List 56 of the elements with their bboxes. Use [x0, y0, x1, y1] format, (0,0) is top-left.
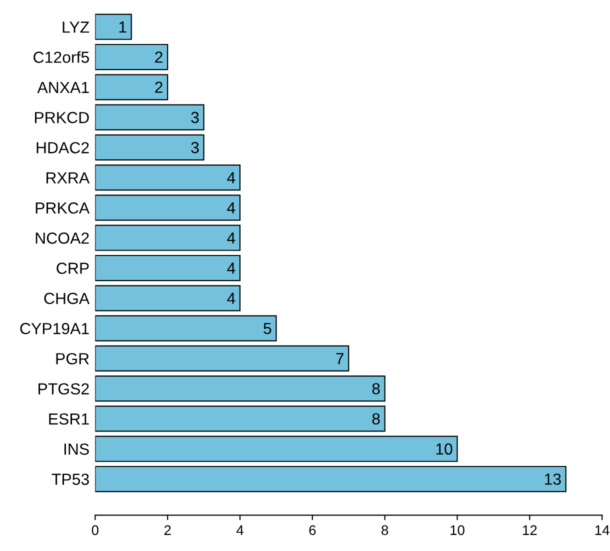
y-tick-label: LYZ [62, 22, 90, 33]
x-tick-label: 2 [164, 525, 171, 535]
data-label: 4 [227, 292, 236, 304]
x-tick-label: 10 [450, 525, 464, 536]
bar [95, 254, 241, 282]
data-label: 8 [372, 413, 380, 425]
data-label: 5 [264, 322, 272, 334]
y-tick-label: NCOA2 [36, 232, 89, 244]
bar [95, 14, 132, 40]
y-tick-label: C12orf5 [34, 51, 89, 63]
data-label: 3 [191, 112, 199, 124]
x-tick-label: 14 [595, 525, 610, 535]
bar [95, 74, 168, 100]
x-tick-label: 8 [382, 525, 388, 536]
y-tick-label: HDAC2 [36, 142, 89, 154]
y-tick-label: TP53 [52, 474, 89, 485]
bar [95, 224, 241, 251]
data-label: 4 [227, 232, 236, 244]
bar [95, 134, 204, 161]
data-label: 7 [336, 353, 344, 364]
y-tick-label: INS [64, 444, 89, 455]
bar [95, 194, 241, 221]
bar [95, 44, 168, 70]
y-tick-label: RXRA [46, 172, 90, 184]
x-tick-label: 12 [522, 525, 537, 535]
bar [95, 315, 277, 342]
y-tick-label: CRP [56, 262, 89, 274]
data-label: 2 [155, 82, 162, 93]
y-tick-label: PRKCA [36, 202, 90, 214]
bar [95, 466, 566, 492]
x-tick-label: 6 [309, 525, 316, 536]
bar [95, 104, 204, 130]
y-tick-label: ANXA1 [37, 82, 89, 93]
data-label: 4 [227, 202, 236, 214]
data-label: 2 [155, 51, 162, 63]
bar [95, 376, 386, 402]
y-tick-label: CHGA [44, 292, 90, 304]
y-tick-label: PTGS2 [38, 383, 89, 395]
y-tick-label: ESR1 [49, 413, 89, 425]
data-label: 4 [227, 172, 236, 184]
data-label: 13 [544, 474, 561, 485]
data-label: 8 [372, 383, 380, 394]
bar [95, 285, 241, 312]
bar [95, 436, 458, 462]
data-label: 10 [436, 443, 452, 455]
data-label: 1 [119, 22, 126, 33]
data-label: 4 [227, 262, 236, 274]
data-label: 3 [191, 142, 199, 154]
bar [95, 406, 386, 432]
x-tick-label: 0 [92, 525, 98, 536]
bar [95, 345, 350, 372]
y-tick-label: PGR [56, 353, 89, 364]
bar [95, 164, 241, 191]
y-tick-label: PRKCD [35, 112, 89, 124]
y-tick-label: CYP19A1 [20, 322, 89, 334]
x-tick-label: 4 [236, 525, 244, 535]
